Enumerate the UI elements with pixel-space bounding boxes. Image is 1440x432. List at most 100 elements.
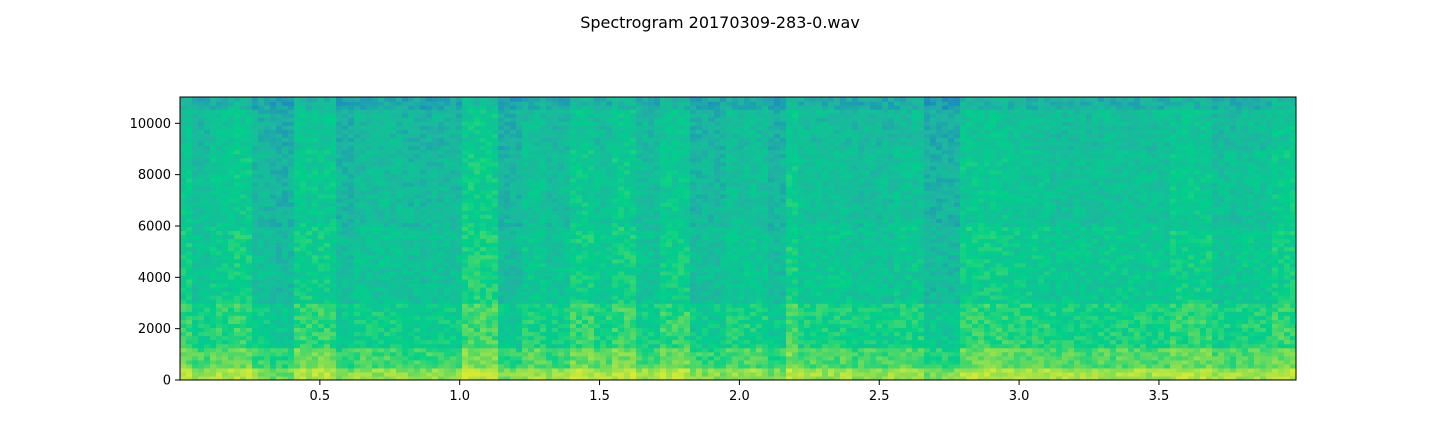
spectrogram-cell	[354, 299, 361, 304]
spectrogram-cell	[498, 287, 505, 292]
spectrogram-cell	[450, 250, 457, 256]
spectrogram-cell	[540, 194, 547, 199]
spectrogram-cell	[486, 303, 493, 308]
spectrogram-cell	[300, 161, 307, 167]
spectrogram-cell	[456, 287, 463, 292]
spectrogram-cell	[594, 198, 601, 203]
spectrogram-cell	[558, 343, 565, 349]
spectrogram-cell	[522, 303, 529, 308]
spectrogram-cell	[300, 198, 307, 203]
spectrogram-cell	[540, 129, 547, 134]
spectrogram-cell	[198, 165, 205, 171]
spectrogram-cell	[384, 258, 391, 264]
spectrogram-cell	[432, 105, 439, 110]
spectrogram-cell	[522, 169, 529, 175]
spectrogram-cell	[510, 177, 517, 183]
spectrogram-cell	[558, 355, 565, 361]
spectrogram-cell	[360, 137, 367, 143]
spectrogram-cell	[480, 355, 487, 361]
spectrogram-cell	[186, 282, 193, 288]
spectrogram-cell	[324, 165, 331, 171]
spectrogram-cell	[294, 246, 301, 252]
spectrogram-cell	[360, 274, 367, 280]
spectrogram-cell	[606, 315, 613, 320]
spectrogram-cell	[366, 157, 373, 163]
spectrogram-cell	[498, 375, 505, 380]
spectrogram-cell	[474, 113, 481, 118]
spectrogram-cell	[252, 218, 259, 223]
spectrogram-cell	[378, 295, 385, 300]
spectrogram-cell	[204, 295, 211, 300]
spectrogram-cell	[384, 351, 391, 357]
spectrogram-cell	[198, 266, 205, 272]
spectrogram-cell	[366, 121, 373, 126]
spectrogram-cell	[384, 206, 391, 211]
spectrogram-cell	[360, 238, 367, 244]
spectrogram-cell	[408, 137, 415, 143]
spectrogram-cell	[504, 206, 511, 211]
spectrogram-cell	[240, 331, 247, 337]
spectrogram-cell	[474, 105, 481, 110]
spectrogram-cell	[528, 367, 535, 373]
spectrogram-cell	[492, 307, 499, 312]
spectrogram-cell	[336, 169, 343, 175]
spectrogram-cell	[324, 287, 331, 292]
spectrogram-cell	[264, 331, 271, 337]
spectrogram-cell	[420, 375, 427, 380]
spectrogram-cell	[390, 339, 397, 345]
spectrogram-cell	[408, 121, 415, 126]
spectrogram-cell	[540, 274, 547, 280]
spectrogram-cell	[516, 206, 523, 211]
spectrogram-cell	[330, 331, 337, 337]
spectrogram-cell	[504, 145, 511, 151]
spectrogram-cell	[420, 307, 427, 312]
spectrogram-cell	[228, 234, 235, 240]
spectrogram-cell	[366, 274, 373, 280]
spectrogram-cell	[258, 343, 265, 349]
spectrogram-cell	[294, 230, 301, 236]
spectrogram-cell	[588, 113, 595, 118]
spectrogram-cell	[540, 153, 547, 159]
spectrogram-cell	[588, 282, 595, 288]
spectrogram-cell	[330, 246, 337, 252]
spectrogram-cell	[516, 165, 523, 171]
spectrogram-cell	[234, 262, 241, 268]
spectrogram-cell	[324, 218, 331, 223]
spectrogram-cell	[312, 121, 319, 126]
spectrogram-cell	[564, 335, 571, 341]
spectrogram-cell	[426, 291, 433, 296]
spectrogram-cell	[294, 359, 301, 365]
spectrogram-cell	[480, 153, 487, 159]
spectrogram-cell	[270, 246, 277, 252]
spectrogram-cell	[228, 222, 235, 227]
spectrogram-cell	[354, 113, 361, 118]
spectrogram-cell	[282, 339, 289, 345]
spectrogram-cell	[276, 218, 283, 223]
spectrogram-cell	[510, 327, 517, 333]
spectrogram-cell	[294, 137, 301, 143]
spectrogram-cell	[594, 141, 601, 147]
spectrogram-cell	[540, 250, 547, 256]
spectrogram-cell	[192, 141, 199, 147]
spectrogram-cell	[342, 157, 349, 163]
spectrogram-cell	[390, 258, 397, 264]
spectrogram-cell	[408, 133, 415, 139]
spectrogram-cell	[384, 125, 391, 130]
spectrogram-cell	[402, 258, 409, 264]
spectrogram-cell	[192, 129, 199, 134]
spectrogram-cell	[528, 210, 535, 215]
spectrogram-cell	[180, 250, 187, 256]
spectrogram-cell	[180, 258, 187, 264]
spectrogram-cell	[324, 242, 331, 248]
spectrogram-cell	[276, 307, 283, 312]
spectrogram-cell	[444, 97, 451, 102]
spectrogram-cell	[234, 129, 241, 134]
spectrogram-cell	[576, 214, 583, 219]
spectrogram-cell	[456, 315, 463, 320]
spectrogram-cell	[450, 375, 457, 380]
spectrogram-cell	[342, 101, 349, 106]
spectrogram-cell	[348, 254, 355, 260]
spectrogram-cell	[420, 133, 427, 139]
spectrogram-cell	[390, 295, 397, 300]
spectrogram-cell	[294, 262, 301, 268]
